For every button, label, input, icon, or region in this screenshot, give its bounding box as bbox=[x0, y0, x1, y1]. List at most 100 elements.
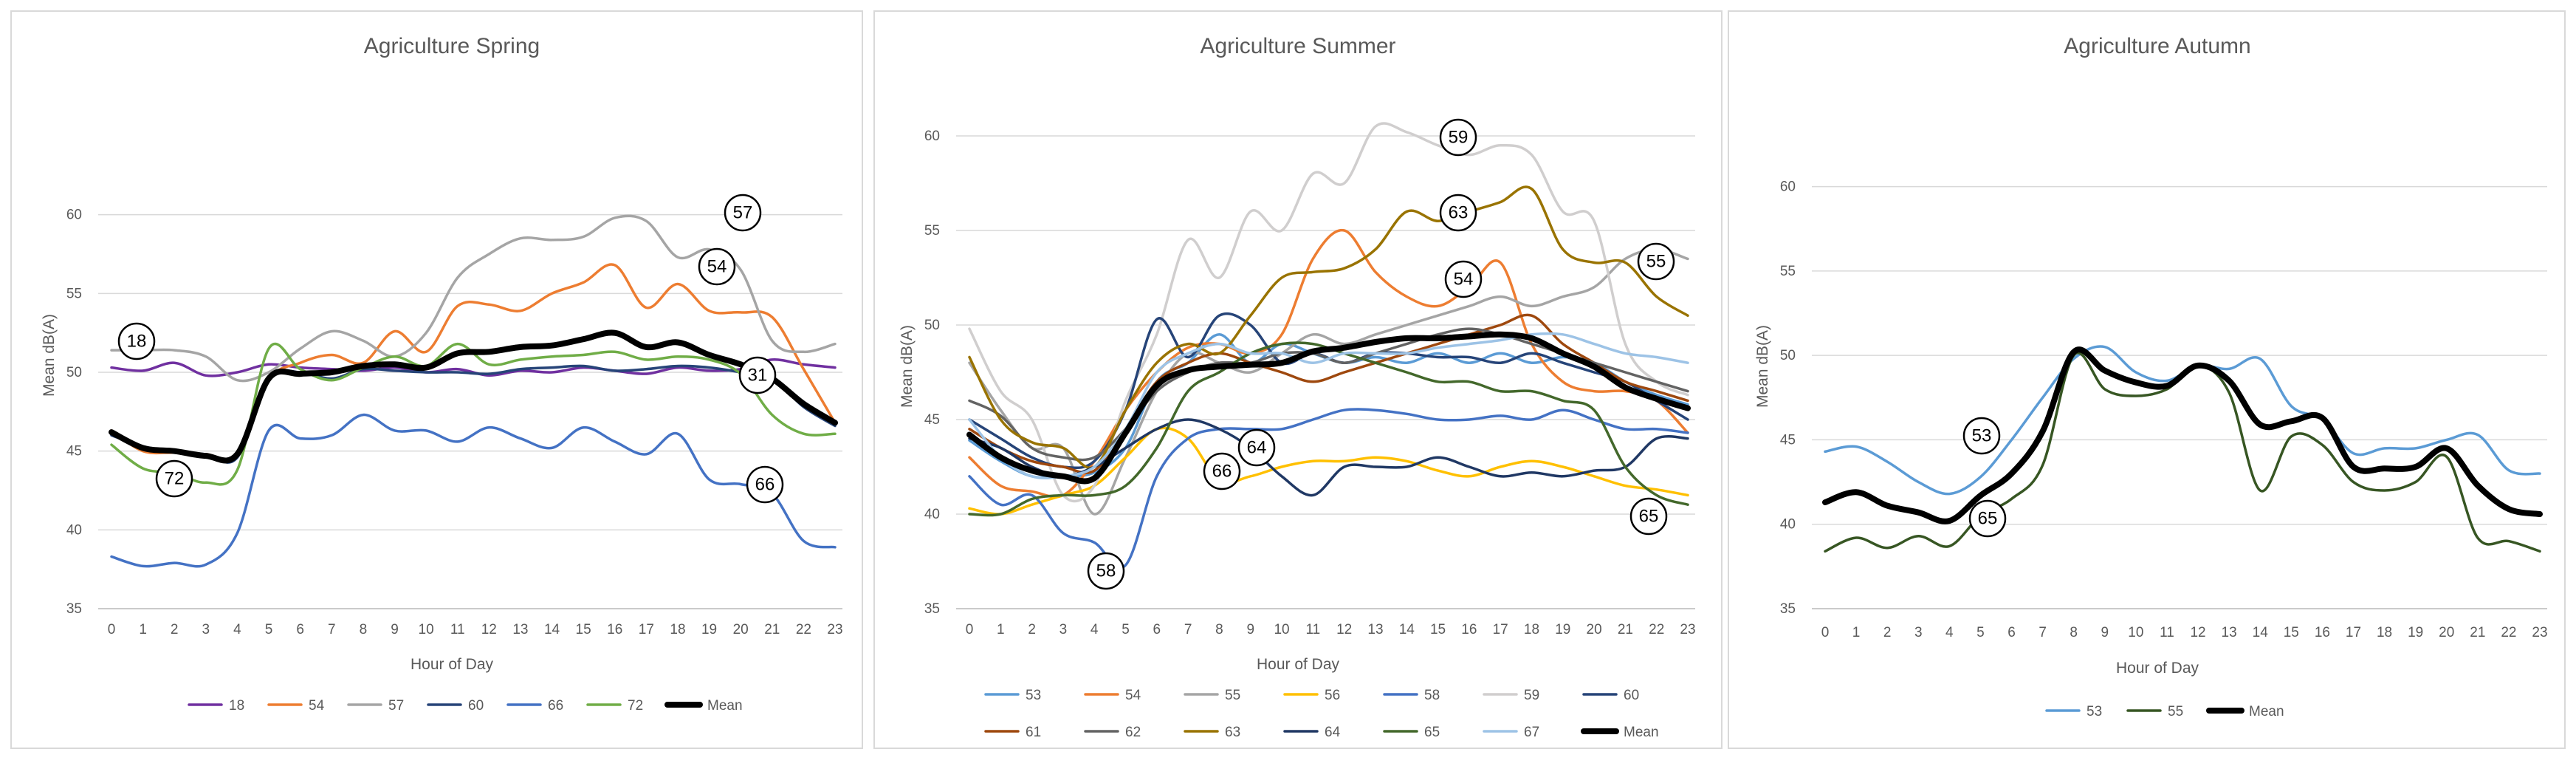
y-tick-label: 35 bbox=[924, 601, 940, 617]
x-tick-label: 9 bbox=[1246, 622, 1254, 637]
autumn-title: Agriculture Autumn bbox=[2064, 34, 2250, 58]
x-tick-label: 9 bbox=[391, 622, 399, 637]
y-tick-label: 45 bbox=[924, 412, 940, 428]
y-tick-label: 55 bbox=[1780, 264, 1796, 279]
svg-text:59: 59 bbox=[1524, 688, 1539, 703]
x-tick-label: 16 bbox=[607, 622, 622, 637]
svg-text:55: 55 bbox=[1646, 252, 1666, 272]
legend-item-55: 55 bbox=[2126, 704, 2183, 719]
svg-text:53: 53 bbox=[2086, 704, 2102, 719]
svg-text:59: 59 bbox=[1449, 128, 1469, 148]
x-tick-label: 2 bbox=[1883, 625, 1892, 640]
x-tick-label: 9 bbox=[2101, 625, 2109, 640]
x-tick-label: 20 bbox=[733, 622, 749, 637]
x-tick-label: 23 bbox=[827, 622, 842, 637]
series-line-63 bbox=[968, 185, 1689, 470]
y-tick-label: 35 bbox=[66, 601, 82, 617]
annotation-circle-58: 58 bbox=[1087, 552, 1125, 590]
series-line-66 bbox=[110, 413, 837, 568]
svg-text:64: 64 bbox=[1247, 438, 1267, 458]
x-tick-label: 22 bbox=[1649, 622, 1664, 637]
spring-x-ticks: 0 1 2 3 4 5 6 7 8 9 10 11 12 13 14 15 16 17 18 19 20 21 22 23 bbox=[108, 622, 843, 637]
summer-y-axis-label: Mean dB(A) bbox=[899, 325, 916, 408]
x-tick-label: 22 bbox=[796, 622, 811, 637]
y-tick-label: 35 bbox=[1780, 601, 1796, 617]
svg-text:54: 54 bbox=[707, 257, 727, 277]
series-line-72 bbox=[110, 342, 837, 486]
series-line-67 bbox=[968, 332, 1689, 479]
annotation-circle-64: 64 bbox=[1237, 428, 1276, 467]
x-tick-label: 11 bbox=[450, 622, 465, 637]
x-tick-label: 16 bbox=[1461, 622, 1477, 637]
summer-series bbox=[966, 122, 1691, 569]
x-tick-label: 14 bbox=[2253, 625, 2269, 640]
x-tick-label: 21 bbox=[764, 622, 780, 637]
series-line-mean bbox=[1822, 346, 2543, 524]
svg-text:66: 66 bbox=[755, 475, 775, 495]
svg-text:72: 72 bbox=[628, 698, 643, 714]
svg-text:60: 60 bbox=[1624, 688, 1639, 703]
svg-text:58: 58 bbox=[1424, 688, 1440, 703]
spring-title: Agriculture Spring bbox=[364, 34, 540, 58]
svg-text:57: 57 bbox=[733, 203, 753, 223]
summer-y-ticks: 35 40 45 50 55 60 bbox=[924, 129, 940, 617]
legend-item-53: 53 bbox=[2045, 704, 2102, 719]
annotation-circle-31: 31 bbox=[738, 356, 777, 394]
annotation-circle-59: 59 bbox=[1439, 118, 1477, 157]
series-line-58 bbox=[968, 408, 1689, 569]
legend-item-53: 53 bbox=[984, 688, 1041, 703]
y-tick-label: 45 bbox=[1780, 432, 1796, 448]
svg-text:58: 58 bbox=[1096, 561, 1116, 581]
y-tick-label: 40 bbox=[924, 507, 940, 522]
x-tick-label: 17 bbox=[639, 622, 654, 637]
x-tick-label: 12 bbox=[2190, 625, 2205, 640]
x-tick-label: 8 bbox=[360, 622, 368, 637]
svg-text:54: 54 bbox=[1454, 270, 1474, 290]
annotation-circle-54: 54 bbox=[698, 247, 736, 286]
x-tick-label: 0 bbox=[108, 622, 116, 637]
x-tick-label: 19 bbox=[1555, 622, 1570, 637]
autumn-series bbox=[1822, 345, 2543, 553]
svg-text:53: 53 bbox=[1972, 426, 1992, 446]
legend-item-63: 63 bbox=[1184, 725, 1240, 740]
svg-text:62: 62 bbox=[1125, 725, 1141, 740]
annotation-circle-54: 54 bbox=[1444, 260, 1483, 298]
x-tick-label: 7 bbox=[1184, 622, 1192, 637]
x-tick-label: 8 bbox=[1215, 622, 1223, 637]
svg-text:64: 64 bbox=[1325, 725, 1341, 740]
svg-text:63: 63 bbox=[1449, 203, 1469, 223]
y-tick-label: 60 bbox=[924, 129, 940, 144]
x-tick-label: 8 bbox=[2070, 625, 2078, 640]
svg-text:55: 55 bbox=[2168, 704, 2183, 719]
x-tick-label: 10 bbox=[1274, 622, 1289, 637]
svg-text:54: 54 bbox=[309, 698, 325, 714]
legend-item-59: 59 bbox=[1483, 688, 1539, 703]
x-tick-label: 14 bbox=[1399, 622, 1415, 637]
svg-text:65: 65 bbox=[1639, 507, 1659, 527]
autumn-gridlines bbox=[1812, 185, 2547, 609]
x-tick-label: 6 bbox=[1153, 622, 1161, 637]
y-tick-label: 50 bbox=[66, 365, 82, 380]
x-tick-label: 7 bbox=[328, 622, 336, 637]
x-tick-label: 11 bbox=[1305, 622, 1320, 637]
legend-item-54: 54 bbox=[267, 698, 325, 714]
x-tick-label: 3 bbox=[1914, 625, 1923, 640]
series-line-53 bbox=[1824, 345, 2541, 496]
legend-item-mean: Mean bbox=[1581, 725, 1659, 740]
x-tick-label: 18 bbox=[2377, 625, 2392, 640]
x-tick-label: 22 bbox=[2501, 625, 2516, 640]
x-tick-label: 6 bbox=[2007, 625, 2016, 640]
x-tick-label: 23 bbox=[2532, 625, 2547, 640]
x-tick-label: 21 bbox=[2470, 625, 2485, 640]
y-tick-label: 50 bbox=[1780, 348, 1796, 363]
x-tick-label: 1 bbox=[139, 622, 147, 637]
x-tick-label: 12 bbox=[481, 622, 497, 637]
x-tick-label: 1 bbox=[1852, 625, 1861, 640]
x-tick-label: 6 bbox=[296, 622, 304, 637]
series-line-60 bbox=[110, 364, 837, 464]
annotation-circle-18: 18 bbox=[117, 322, 156, 360]
summer-legend: 53 54 55 56 58 59 60 61 62 63 64 65 67 Mean bbox=[984, 688, 1659, 740]
